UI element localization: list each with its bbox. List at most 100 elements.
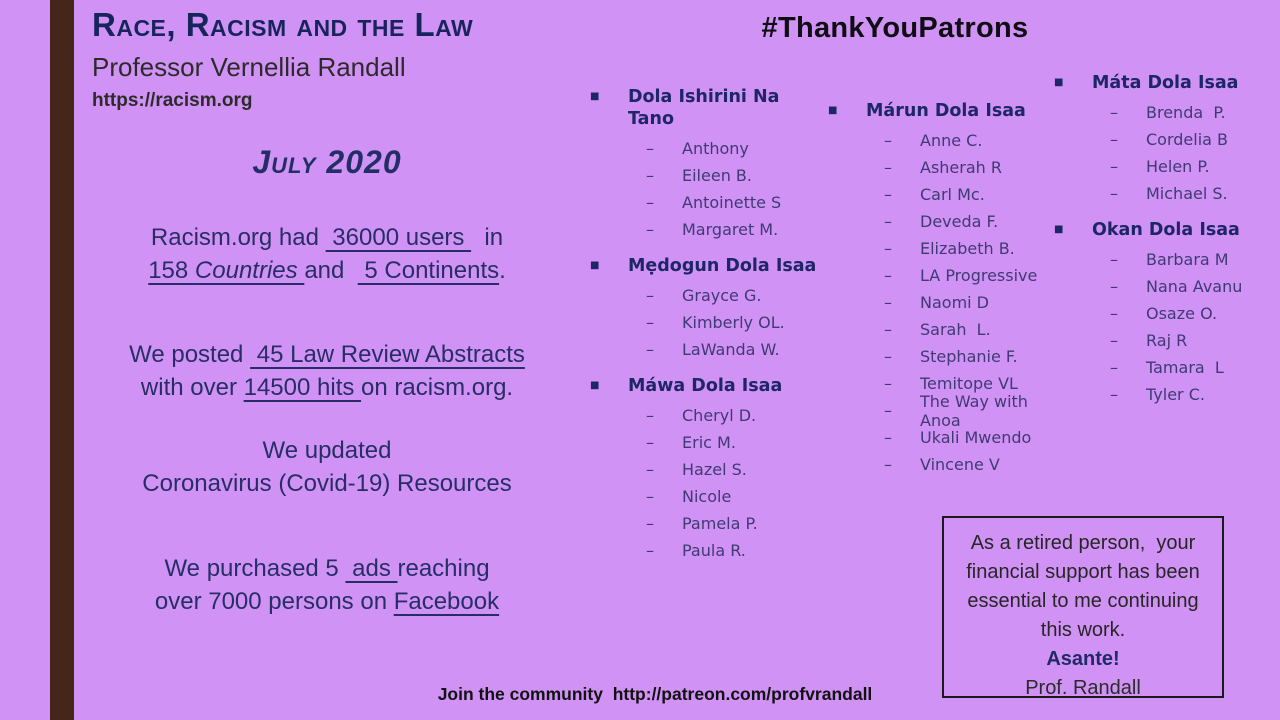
patron-column-3: ■ Máta Dola Isaa – Brenda P. – Cordelia B – Hel… (1054, 72, 1280, 408)
dash-bullet-icon: – (1110, 103, 1118, 122)
users-stats-line2: 158 Countries and 5 Continents. (148, 257, 506, 284)
patron-member-name: Nana Avanu (1146, 277, 1243, 296)
patron-tier-group: ■ Máwa Dola Isaa – Cheryl D. – Eric M. – Hazel … (590, 375, 826, 564)
patron-tier-group: ■ Mẹdogun Dola Isaa – Grayce G. – Kimberly OL… (590, 255, 826, 363)
patron-member-row: – Tyler C. (1110, 381, 1280, 408)
site-url-link[interactable]: https://racism.org (92, 90, 253, 111)
patreon-join-link[interactable]: Join the community http://patreon.com/pr… (437, 684, 873, 704)
thank-you-message: As a retired person, your financial supp… (966, 532, 1206, 641)
patron-member-row: – Grayce G. (646, 282, 826, 309)
patron-tier-header: ■ Máwa Dola Isaa (590, 375, 826, 397)
dash-bullet-icon: – (646, 286, 654, 305)
dash-bullet-icon: – (646, 460, 654, 479)
patron-member-row: – LaWanda W. (646, 336, 826, 363)
patron-member-row: – Brenda P. (1110, 99, 1280, 126)
patron-member-row: – Tamara L (1110, 354, 1280, 381)
patron-tier-title: Márun Dola Isaa (866, 101, 1026, 121)
page-title: Race, Racism and the Law (92, 6, 474, 43)
patron-member-row: – Naomi D (884, 289, 1060, 316)
patron-tier-header: ■ Okan Dola Isaa (1054, 219, 1280, 241)
patron-tier-group: ■ Dola Ishirini Na Tano – Anthony – Eileen B.… (590, 86, 826, 243)
dash-bullet-icon: – (1110, 250, 1118, 269)
dash-bullet-icon: – (884, 131, 892, 150)
patron-member-name: Tamara L (1146, 358, 1224, 377)
square-bullet-icon: ■ (590, 380, 600, 391)
patron-tier-header: ■ Máta Dola Isaa (1054, 72, 1280, 94)
dash-bullet-icon: – (884, 239, 892, 258)
patron-member-row: – Sarah L. (884, 316, 1060, 343)
dash-bullet-icon: – (646, 193, 654, 212)
users-stats-paragraph: Racism.org had 36000 users in 158 Countr… (82, 221, 572, 287)
patron-member-row: – Vincene V (884, 451, 1060, 478)
patron-member-name: Antoinette S (682, 193, 782, 212)
patron-member-row: – Helen P. (1110, 153, 1280, 180)
patron-member-name: Tyler C. (1146, 385, 1205, 404)
patron-tier-header: ■ Mẹdogun Dola Isaa (590, 255, 826, 277)
updated-line2: Coronavirus (Covid-19) Resources (142, 470, 512, 497)
patron-tier-title: Dola Ishirini Na Tano (628, 87, 780, 129)
patron-member-row: – Hazel S. (646, 456, 826, 483)
patron-member-name: Naomi D (920, 293, 989, 312)
patron-member-name: Eric M. (682, 433, 736, 452)
patron-member-name: Eileen B. (682, 166, 752, 185)
patron-member-name: Barbara M (1146, 250, 1229, 269)
dash-bullet-icon: – (646, 166, 654, 185)
patron-member-row: – Anne C. (884, 127, 1060, 154)
patron-column-1: ■ Dola Ishirini Na Tano – Anthony – Eileen B.… (590, 86, 826, 564)
dash-bullet-icon: – (646, 541, 654, 560)
abstracts-stats-line1: We posted 45 Law Review Abstracts (129, 341, 525, 368)
patron-member-name: Carl Mc. (920, 185, 985, 204)
dash-bullet-icon: – (884, 401, 892, 420)
patron-member-name: Anne C. (920, 131, 983, 150)
dash-bullet-icon: – (1110, 358, 1118, 377)
square-bullet-icon: ■ (828, 105, 838, 116)
patron-member-name: Kimberly OL. (682, 313, 785, 332)
patron-member-name: Stephanie F. (920, 347, 1018, 366)
dash-bullet-icon: – (1110, 331, 1118, 350)
patron-member-name: Helen P. (1146, 157, 1210, 176)
patron-member-name: Raj R (1146, 331, 1188, 350)
patron-member-row: – Pamela P. (646, 510, 826, 537)
patron-member-name: Elizabeth B. (920, 239, 1015, 258)
dash-bullet-icon: – (884, 158, 892, 177)
patron-member-name: Temitope VL (920, 374, 1018, 393)
left-accent-bar (50, 0, 74, 720)
square-bullet-icon: ■ (1054, 77, 1064, 88)
abstracts-stats-paragraph: We posted 45 Law Review Abstracts with o… (82, 338, 572, 404)
patron-member-name: Paula R. (682, 541, 746, 560)
dash-bullet-icon: – (1110, 184, 1118, 203)
dash-bullet-icon: – (884, 266, 892, 285)
patron-member-name: Ukali Mwendo (920, 428, 1032, 447)
patron-member-name: Nicole (682, 487, 732, 506)
asante-text: Asante! (1046, 648, 1120, 670)
dash-bullet-icon: – (646, 220, 654, 239)
patron-tier-group: ■ Máta Dola Isaa – Brenda P. – Cordelia B – Hel… (1054, 72, 1280, 207)
patron-tier-group: ■ Okan Dola Isaa – Barbara M – Nana Avanu – Osa… (1054, 219, 1280, 408)
patron-member-row: – Margaret M. (646, 216, 826, 243)
thank-you-patrons-heading: #ThankYouPatrons (761, 12, 1029, 44)
patron-member-name: Osaze O. (1146, 304, 1218, 323)
dash-bullet-icon: – (646, 433, 654, 452)
patron-member-row: – Carl Mc. (884, 181, 1060, 208)
patron-member-row: – Nana Avanu (1110, 273, 1280, 300)
dash-bullet-icon: – (884, 428, 892, 447)
ads-stats-line1: We purchased 5 ads reaching (164, 555, 490, 582)
patron-member-row: – Cordelia B (1110, 126, 1280, 153)
patron-member-name: Cheryl D. (682, 406, 757, 425)
dash-bullet-icon: – (646, 340, 654, 359)
patron-tier-header: ■ Márun Dola Isaa (828, 100, 1060, 122)
patron-member-row: – Ukali Mwendo (884, 424, 1060, 451)
patron-member-row: – The Way with Anoa (884, 392, 1060, 430)
dash-bullet-icon: – (646, 139, 654, 158)
updated-paragraph: We updated Coronavirus (Covid-19) Resour… (82, 434, 572, 500)
patron-member-row: – Deveda F. (884, 208, 1060, 235)
dash-bullet-icon: – (1110, 277, 1118, 296)
dash-bullet-icon: – (884, 347, 892, 366)
users-stats-line1: Racism.org had 36000 users in (150, 224, 504, 251)
patron-member-row: – Eileen B. (646, 162, 826, 189)
patron-tier-title: Máta Dola Isaa (1092, 73, 1239, 93)
dash-bullet-icon: – (1110, 130, 1118, 149)
dash-bullet-icon: – (884, 185, 892, 204)
patron-member-name: Hazel S. (682, 460, 747, 479)
patron-member-row: – Stephanie F. (884, 343, 1060, 370)
